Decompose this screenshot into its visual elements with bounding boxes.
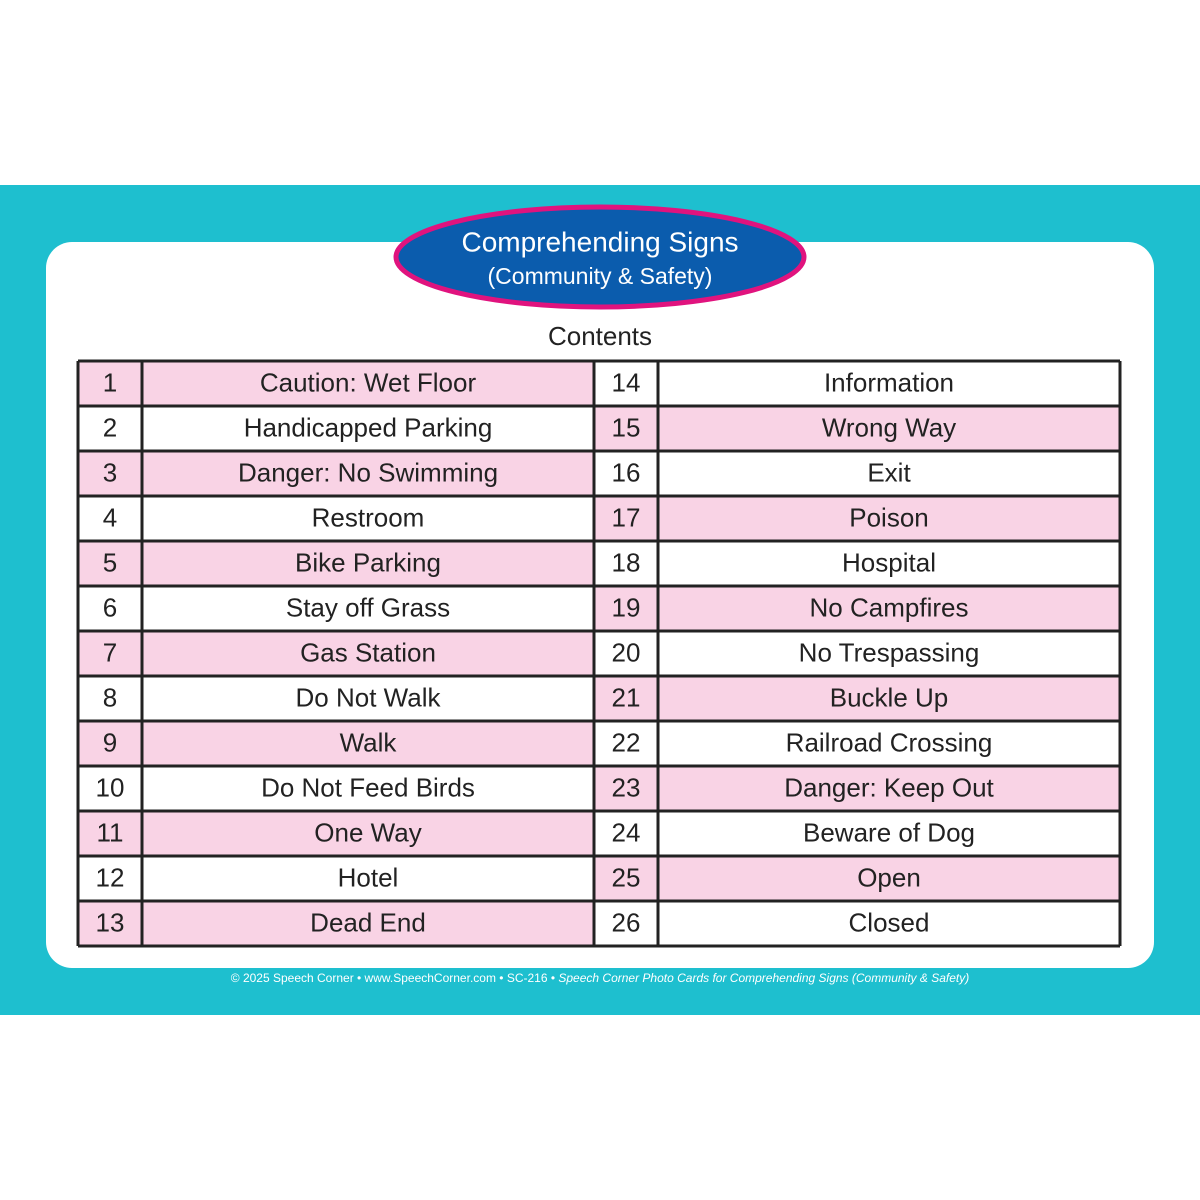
item-number: 21: [612, 682, 641, 712]
subtitle: (Community & Safety): [488, 263, 713, 289]
row-bg: [78, 586, 594, 631]
row-bg: [78, 901, 594, 946]
item-number: 15: [612, 412, 641, 442]
item-number: 9: [103, 727, 117, 757]
item-number: 19: [612, 592, 641, 622]
item-label: Hospital: [842, 547, 936, 577]
item-number: 8: [103, 682, 117, 712]
row-bg: [78, 496, 594, 541]
row-bg: [594, 586, 1120, 631]
item-number: 20: [612, 637, 641, 667]
item-number: 12: [96, 862, 125, 892]
row-bg: [594, 496, 1120, 541]
item-label: Do Not Walk: [296, 682, 442, 712]
item-label: Danger: No Swimming: [238, 457, 498, 487]
item-number: 14: [612, 367, 641, 397]
row-bg: [594, 856, 1120, 901]
item-label: Beware of Dog: [803, 817, 975, 847]
row-bg: [78, 541, 594, 586]
item-number: 11: [97, 817, 124, 847]
item-label: Wrong Way: [822, 412, 956, 442]
footer-plain: © 2025 Speech Corner • www.SpeechCorner.…: [231, 971, 559, 985]
title: Comprehending Signs: [461, 226, 738, 257]
item-label: Walk: [340, 727, 398, 757]
item-number: 4: [103, 502, 117, 532]
item-label: Railroad Crossing: [786, 727, 993, 757]
item-label: Information: [824, 367, 954, 397]
item-number: 17: [612, 502, 641, 532]
item-label: Gas Station: [300, 637, 436, 667]
item-label: Handicapped Parking: [244, 412, 493, 442]
row-bg: [594, 631, 1120, 676]
item-label: Danger: Keep Out: [784, 772, 994, 802]
item-number: 1: [103, 367, 117, 397]
item-number: 5: [103, 547, 117, 577]
item-label: Exit: [867, 457, 911, 487]
title-oval: [393, 204, 807, 310]
item-label: Hotel: [338, 862, 399, 892]
item-number: 22: [612, 727, 641, 757]
item-label: Open: [857, 862, 921, 892]
row-bg: [594, 361, 1120, 406]
item-label: Do Not Feed Birds: [261, 772, 475, 802]
row-bg: [594, 451, 1120, 496]
item-number: 26: [612, 907, 641, 937]
item-label: No Trespassing: [799, 637, 980, 667]
row-bg: [594, 901, 1120, 946]
item-label: Caution: Wet Floor: [260, 367, 477, 397]
item-number: 18: [612, 547, 641, 577]
item-label: Bike Parking: [295, 547, 441, 577]
item-label: One Way: [314, 817, 421, 847]
row-bg: [78, 811, 594, 856]
footer: © 2025 Speech Corner • www.SpeechCorner.…: [231, 971, 969, 985]
item-number: 3: [103, 457, 117, 487]
item-number: 23: [612, 772, 641, 802]
item-number: 16: [612, 457, 641, 487]
row-bg: [78, 721, 594, 766]
row-bg: [594, 406, 1120, 451]
item-number: 24: [612, 817, 641, 847]
row-bg: [594, 676, 1120, 721]
contents-heading: Contents: [548, 321, 652, 351]
item-number: 13: [96, 907, 125, 937]
row-bg: [78, 766, 594, 811]
item-label: Restroom: [312, 502, 425, 532]
row-bg: [78, 631, 594, 676]
item-number: 25: [612, 862, 641, 892]
item-number: 7: [103, 637, 117, 667]
contents-table: 1 Caution: Wet Floor 2 Handicapped Parking 3…: [76, 359, 1122, 948]
row-bg: [594, 541, 1120, 586]
row-bg: [594, 766, 1120, 811]
item-label: Stay off Grass: [286, 592, 450, 622]
item-label: Dead End: [310, 907, 426, 937]
item-label: Buckle Up: [830, 682, 949, 712]
row-bg: [594, 811, 1120, 856]
row-bg: [78, 676, 594, 721]
item-label: No Campfires: [810, 592, 969, 622]
row-bg: [78, 451, 594, 496]
row-bg: [594, 721, 1120, 766]
footer-italic: Speech Corner Photo Cards for Comprehend…: [558, 971, 969, 985]
item-number: 10: [96, 772, 125, 802]
item-label: Poison: [849, 502, 929, 532]
row-bg: [78, 406, 594, 451]
item-number: 2: [103, 412, 117, 442]
row-bg: [78, 856, 594, 901]
item-number: 6: [103, 592, 117, 622]
row-bg: [78, 361, 594, 406]
item-label: Closed: [849, 907, 930, 937]
